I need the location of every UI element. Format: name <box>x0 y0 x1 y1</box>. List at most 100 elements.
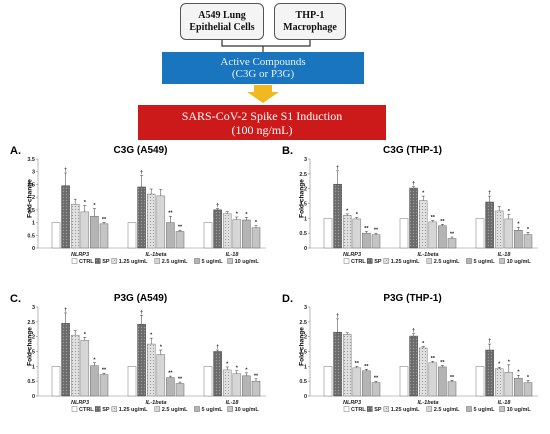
y-tick-label: 3 <box>304 305 307 311</box>
bar-10-ug-ml <box>99 223 109 249</box>
significance-mark: * <box>93 357 96 363</box>
chart-c-plot: 00.511.522.53 †****NLRP3†******IL-1beta†*… <box>27 305 266 413</box>
legend-label: 10 ug/mL <box>235 407 260 413</box>
legend-swatch <box>111 258 118 264</box>
bar-1-25-ug-ml <box>494 368 504 397</box>
y-tick-label: 0.5 <box>299 379 307 385</box>
significance-mark: * <box>245 212 248 218</box>
chart-d-ylabel: Fold-change <box>298 327 306 366</box>
bar-sp <box>61 323 70 397</box>
chart-panel-b: 0 0.5 1 1.5 2 2.5 3 † * * ** ** NLRP3 † * ** ** ** IL-1bet… <box>280 145 545 275</box>
significance-mark: * <box>498 362 501 368</box>
chart-d-plot: 00.511.522.53†** ****NLRP3†*******IL-1bet… <box>299 305 538 413</box>
legend-label: CTRL <box>351 259 366 265</box>
significance-mark: † <box>488 191 491 197</box>
significance-mark: ** <box>374 376 379 382</box>
significance-mark: ** <box>364 226 369 232</box>
significance-mark: * <box>255 220 258 226</box>
bar-ctrl <box>323 218 333 249</box>
significance-mark: † <box>64 307 67 313</box>
significance-mark: † <box>216 203 219 209</box>
legend-swatch <box>194 406 200 412</box>
significance-mark: * <box>527 227 530 233</box>
significance-mark: ** <box>450 375 455 381</box>
y-tick-label: 1 <box>32 364 35 370</box>
legend-swatch <box>343 406 350 412</box>
bar-10-ug-ml <box>175 231 185 249</box>
bar-1-25-ug-ml <box>146 343 156 397</box>
legend-label: 10 ug/mL <box>507 259 532 265</box>
significance-mark: † <box>216 345 219 351</box>
chart-a-title: C3G (A549) <box>113 145 168 156</box>
bar-ctrl <box>399 218 409 249</box>
y-tick-label: 2.5 <box>27 182 35 188</box>
bar-10-ug-ml <box>371 382 381 397</box>
y-tick-label: 1.5 <box>299 350 307 356</box>
legend-label: 5 ug/mL <box>202 407 224 413</box>
legend-swatch <box>94 258 101 264</box>
legend-label: 1.25 ug/mL <box>119 407 148 413</box>
thp1-label-line1: THP-1 <box>295 9 325 21</box>
bar-1-25-ug-ml <box>342 334 352 397</box>
significance-mark: * <box>346 208 349 214</box>
y-tick-label: 1.5 <box>27 350 35 356</box>
legend-swatch <box>343 258 350 264</box>
y-tick-label: 2.5 <box>27 320 35 326</box>
bar-1-25-ug-ml <box>70 204 80 249</box>
y-tick-label: 1.5 <box>27 208 35 214</box>
legend-swatch <box>466 258 472 264</box>
legend-label: CTRL <box>79 259 94 265</box>
legend-label: 10 ug/mL <box>507 407 532 413</box>
bar-ctrl <box>203 366 213 397</box>
a549-label-line1: A549 Lung <box>198 9 246 21</box>
legend-label: CTRL <box>79 407 94 413</box>
panel-letter-b: B. <box>282 145 293 157</box>
bar-sp <box>213 351 222 397</box>
bar-2-5-ug-ml <box>80 339 90 397</box>
chart-b-ylabel: Fold-change <box>298 179 306 218</box>
bar-1-25-ug-ml <box>146 193 156 249</box>
y-tick-label: 0 <box>304 394 307 400</box>
y-tick-label: 2 <box>32 195 35 201</box>
bar-1-25-ug-ml <box>222 213 232 249</box>
category-label: IL-1beta <box>145 252 166 258</box>
legend-swatch <box>383 258 390 264</box>
bar-sp <box>213 209 222 249</box>
category-label: IL-1beta <box>145 400 166 406</box>
bar-5-ug-ml <box>438 366 447 397</box>
significance-mark: ** <box>168 371 173 377</box>
bar-10-ug-ml <box>447 381 457 397</box>
category-label: NLRP3 <box>343 252 361 258</box>
significance-mark: * <box>160 345 163 351</box>
bar-5-ug-ml <box>90 215 99 249</box>
chart-b-title: C3G (THP-1) <box>383 145 442 156</box>
legend-swatch <box>71 258 78 264</box>
bar-2-5-ug-ml <box>352 218 362 249</box>
legend-swatch <box>94 406 101 412</box>
legend-swatch <box>71 406 78 412</box>
bar-5-ug-ml <box>90 365 99 397</box>
category-label: IL-18 <box>226 400 240 406</box>
significance-mark: † <box>336 313 339 319</box>
legend-label: 1.25 ug/mL <box>391 407 420 413</box>
y-tick-label: 2.5 <box>299 320 307 326</box>
significance-mark: † <box>64 167 67 173</box>
significance-mark: ** <box>431 356 436 362</box>
bar-2-5-ug-ml <box>80 211 90 249</box>
chart-panel-d: 0 0.5 1 1.5 2 2.5 3 † ** ** ** NLRP3 † * ** ** ** IL-1bet… <box>280 293 545 423</box>
bar-1-25-ug-ml <box>342 215 352 249</box>
bar-10-ug-ml <box>523 382 533 397</box>
bar-ctrl <box>323 366 333 397</box>
bar-10-ug-ml <box>251 227 261 249</box>
spike-label-line1: SARS-CoV-2 Spike S1 Induction <box>181 108 343 123</box>
category-label: IL-18 <box>498 252 512 258</box>
category-label: IL-18 <box>498 400 512 406</box>
legend-label: 2.5 ug/mL <box>162 407 188 413</box>
flow-connector <box>221 40 311 103</box>
bar-5-ug-ml <box>242 375 251 397</box>
y-tick-label: 3 <box>304 157 307 163</box>
legend-label: 5 ug/mL <box>474 259 496 265</box>
legend-label: SP <box>374 259 382 265</box>
legend-swatch <box>426 406 433 412</box>
significance-mark: ** <box>178 225 183 231</box>
